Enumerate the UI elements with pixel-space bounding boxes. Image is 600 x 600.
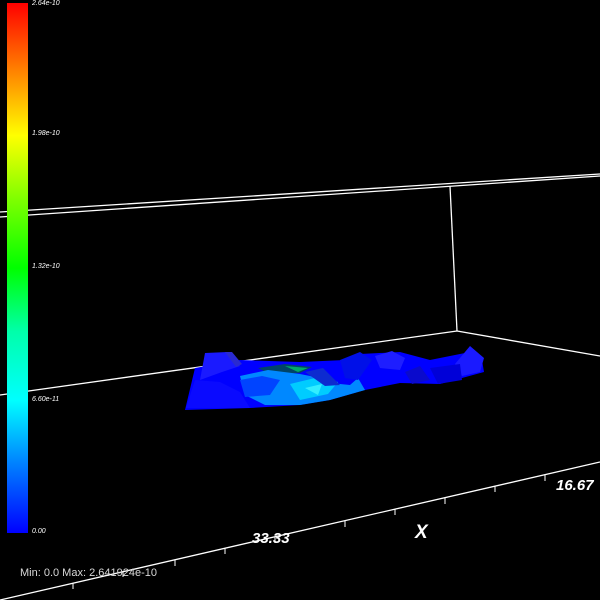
surface-patch[interactable] <box>340 352 372 380</box>
bounding-box-wireframe <box>0 173 600 600</box>
box-edge-top-front <box>0 175 600 218</box>
surface-patch[interactable] <box>405 366 430 384</box>
x-axis-line <box>0 461 600 600</box>
x-axis-ticks <box>72 475 546 589</box>
colorbar-tick-label: 1.32e-10 <box>32 263 60 270</box>
min-max-readout: Min: 0.0 Max: 2.641924e-10 <box>20 567 157 579</box>
colorbar-tick-label: 1.98e-10 <box>32 130 60 137</box>
surface-patch[interactable] <box>285 366 308 372</box>
surface-patch[interactable] <box>225 352 242 367</box>
colorbar <box>7 3 28 533</box>
surface-patch[interactable] <box>375 351 405 370</box>
box-edge-vertical-right <box>449 185 458 332</box>
surface-patch[interactable] <box>240 376 280 397</box>
surface-patch[interactable] <box>200 352 240 380</box>
colorbar-tick-label: 0.00 <box>32 528 46 535</box>
colorbar-tick-label: 2.64e-10 <box>32 0 60 7</box>
box-edge-top-back <box>0 173 600 213</box>
surface-patch[interactable] <box>455 346 484 376</box>
x-axis-tick-label: 33.33 <box>252 530 290 547</box>
surface-patch[interactable] <box>305 368 340 386</box>
box-edge-floor-right <box>456 330 600 357</box>
x-axis-title: X <box>415 522 428 543</box>
surface-patch[interactable] <box>430 364 462 384</box>
colorbar-tick-label: 6.60e-11 <box>32 396 60 403</box>
surface-patch[interactable] <box>305 384 322 395</box>
surface-patch[interactable] <box>186 380 250 408</box>
x-axis-tick-label: 16.67 <box>556 477 594 494</box>
scalar-surface[interactable] <box>185 346 484 410</box>
